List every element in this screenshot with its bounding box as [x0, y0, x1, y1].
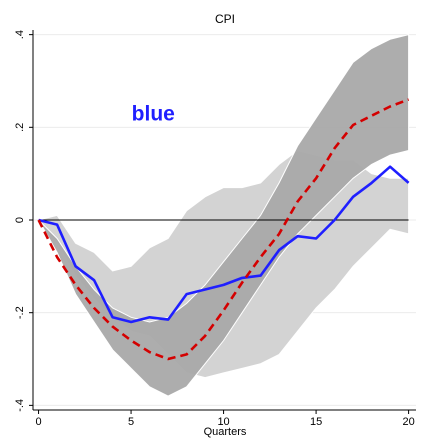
x-tick-label: 0	[35, 416, 41, 428]
y-tick-label: 0	[14, 217, 26, 223]
series-line-red-dashed	[37, 98, 410, 361]
x-tick-label: 15	[310, 416, 322, 428]
y-tick-label: .2	[14, 123, 26, 132]
y-tick-label: -.4	[14, 399, 26, 412]
series-line-blue	[38, 165, 410, 324]
y-tick-label: -.2	[14, 306, 26, 319]
y-tick-label: .4	[14, 30, 26, 39]
axes: -.4 -.2 0 .2 .4 0 5 10 15 20	[14, 30, 416, 428]
x-tick-label: 10	[217, 416, 229, 428]
chart-title: CPI	[215, 12, 235, 26]
annotation-blue: blue	[132, 102, 175, 125]
x-tick-label: 5	[128, 416, 134, 428]
x-tick-label: 20	[402, 416, 414, 428]
x-axis-label: Quarters	[204, 426, 247, 438]
series-lines	[37, 98, 410, 361]
